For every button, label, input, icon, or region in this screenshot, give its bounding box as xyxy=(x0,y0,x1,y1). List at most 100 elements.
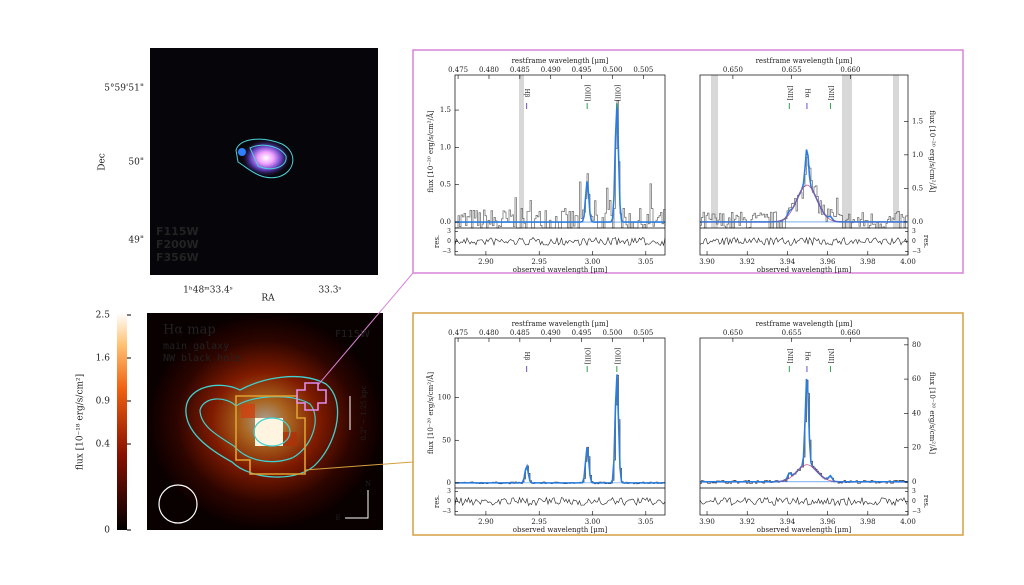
x-tick-label: 3.92 xyxy=(739,518,755,526)
res-tick-label: −3 xyxy=(912,248,921,255)
res-label: res. xyxy=(922,235,930,248)
colorbar xyxy=(117,313,127,530)
y-tick-label: 100 xyxy=(438,394,451,402)
x-tick-label: 2.90 xyxy=(478,518,494,526)
y-axis-label: flux [10⁻²⁰ erg/s/cm²/Å] xyxy=(928,110,937,193)
y-tick-label: 0 xyxy=(912,478,916,486)
compass-n: N xyxy=(365,480,371,488)
x-tick-label: 3.90 xyxy=(699,258,715,266)
top-tick-label: 0.485 xyxy=(510,329,530,337)
top-tick-label: 0.475 xyxy=(448,66,468,74)
top-tick-label: 0.650 xyxy=(723,66,743,74)
legend-entry: NW black hole xyxy=(163,353,241,364)
top-axis-label: restframe wavelength [μm] xyxy=(756,320,853,328)
data-spectrum xyxy=(455,100,665,228)
plot-frame xyxy=(455,338,665,515)
res-tick-label: 0 xyxy=(447,498,451,505)
top-tick-label: 0.505 xyxy=(633,329,653,337)
y-tick-label: 1.0 xyxy=(440,143,451,151)
res-label: res. xyxy=(922,495,930,508)
compass-e: E xyxy=(335,514,340,522)
res-tick-label: 3 xyxy=(447,228,451,235)
scale-label: 0.2" ~ 1.25 kpc xyxy=(360,385,368,440)
line-label: Hα xyxy=(803,88,810,97)
y-tick-label: 1.5 xyxy=(912,117,923,125)
line-label: [NII] xyxy=(786,86,793,101)
ra-title: RA xyxy=(261,294,275,304)
y-tick-label: 0 xyxy=(447,479,451,487)
res-tick-label: 3 xyxy=(447,488,451,495)
x-tick-label: 3.96 xyxy=(820,258,836,266)
galaxy-blob xyxy=(240,138,292,178)
top-tick-label: 0.660 xyxy=(840,66,860,74)
top-tick-label: 0.655 xyxy=(782,66,802,74)
res-tick-label: −3 xyxy=(912,508,921,515)
y-tick-label: 20 xyxy=(912,444,921,452)
x-tick-label: 3.98 xyxy=(860,518,876,526)
x-axis-label: observed wavelength [μm] xyxy=(757,266,852,274)
top-axis-label: restframe wavelength [μm] xyxy=(512,320,609,328)
y-axis-label: flux [10⁻²⁰ erg/s/cm²/Å] xyxy=(426,110,435,193)
data-spectrum xyxy=(700,158,907,228)
y-tick-label: 0.5 xyxy=(440,181,451,189)
top-axis-label: restframe wavelength [μm] xyxy=(512,57,609,65)
ra-label: 1ʰ48ᵐ33.4ˢ xyxy=(183,286,233,296)
pixel xyxy=(241,404,255,418)
top-tick-label: 0.480 xyxy=(479,329,499,337)
residual xyxy=(455,238,665,246)
model-spectrum xyxy=(700,150,907,222)
dec-label: 50" xyxy=(128,158,144,168)
top-tick-label: 0.495 xyxy=(572,66,592,74)
legend-entry: main galaxy xyxy=(163,341,229,352)
line-label: [OIII] xyxy=(613,348,620,365)
y-tick-label: 1.0 xyxy=(912,151,923,159)
y-tick-label: 0.0 xyxy=(912,218,923,226)
x-tick-label: 2.90 xyxy=(478,258,494,266)
y-tick-label: 80 xyxy=(912,341,921,349)
x-axis-label: observed wavelength [μm] xyxy=(513,266,608,274)
galaxy-spectra-box xyxy=(413,313,963,535)
filter-label: F356W xyxy=(156,251,199,264)
res-label: res. xyxy=(433,235,441,248)
colorbar-label: flux [10⁻¹⁸ erg/s/cm²] xyxy=(76,374,86,470)
line-label: [OIII] xyxy=(584,85,591,102)
y-tick-label: 60 xyxy=(912,375,921,383)
top-tick-label: 0.660 xyxy=(840,329,860,337)
plot-frame xyxy=(700,338,908,515)
top-tick-label: 0.480 xyxy=(479,66,499,74)
line-label: Hβ xyxy=(523,89,530,98)
res-tick-label: 3 xyxy=(912,228,916,235)
colorbar-tick-label: 0.4 xyxy=(96,440,111,450)
mask xyxy=(519,75,524,228)
residual xyxy=(700,238,907,246)
model-spectrum xyxy=(455,374,665,482)
data-spectrum xyxy=(455,375,665,484)
colorbar-tick-label: 2.5 xyxy=(96,311,111,321)
top-tick-label: 0.495 xyxy=(572,329,592,337)
top-tick-label: 0.490 xyxy=(541,66,561,74)
y-tick-label: 0.5 xyxy=(912,184,923,192)
data-spectrum xyxy=(700,380,907,483)
x-tick-label: 3.00 xyxy=(585,518,601,526)
res-tick-label: −3 xyxy=(442,248,451,255)
line-label: [NII] xyxy=(786,349,793,364)
x-tick-label: 3.00 xyxy=(585,258,601,266)
top-tick-label: 0.500 xyxy=(602,329,622,337)
top-tick-label: 0.490 xyxy=(541,329,561,337)
dec-label: 5°59'51" xyxy=(104,84,144,94)
blue-source xyxy=(238,148,246,156)
x-tick-label: 3.98 xyxy=(860,258,876,266)
colorbar-tick-label: 0.9 xyxy=(96,397,111,407)
residual xyxy=(455,498,665,506)
line-label: [OIII] xyxy=(584,348,591,365)
y-tick-label: 40 xyxy=(912,409,921,417)
x-tick-label: 3.96 xyxy=(820,518,836,526)
res-tick-label: −3 xyxy=(442,508,451,515)
mask xyxy=(893,75,899,228)
top-tick-label: 0.650 xyxy=(723,329,743,337)
x-tick-label: 2.95 xyxy=(531,258,547,266)
filter-label: F200W xyxy=(156,238,199,251)
y-axis-label: flux [10⁻²⁰ erg/s/cm²/Å] xyxy=(426,372,435,455)
dec-title: Dec xyxy=(98,153,108,171)
line-label: Hβ xyxy=(523,352,530,361)
